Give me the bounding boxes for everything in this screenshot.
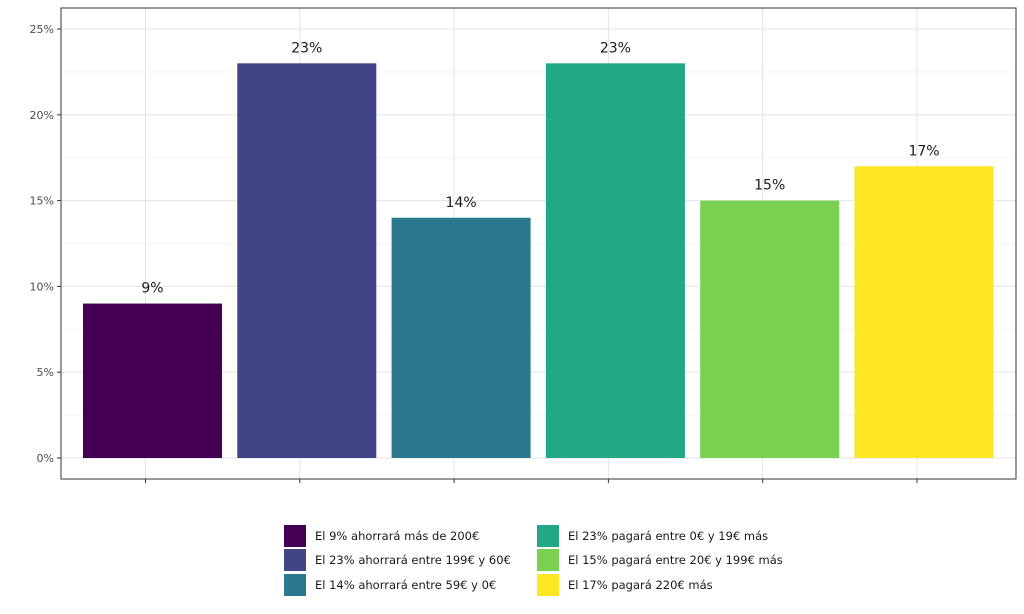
legend-key [537,549,559,571]
bar [545,63,685,458]
legend-key [537,525,559,547]
legend-key [284,574,306,596]
legend-label: El 17% pagará 220€ más [568,578,713,592]
legend-key [537,574,559,596]
legend-key [284,525,306,547]
bar [391,217,531,458]
data-labels: 9% 23% 14% 23% 15% 17% [141,40,939,296]
legend-label: El 9% ahorrará más de 200€ [315,529,479,543]
bars [83,63,994,458]
y-tick-label: 15% [30,195,54,208]
legend-label: El 15% pagará entre 20€ y 199€ más [568,553,783,567]
legend-label: El 23% ahorrará entre 199€ y 60€ [315,553,511,567]
bar-value-label: 17% [908,143,939,159]
bar [854,166,994,458]
legend-label: El 23% pagará entre 0€ y 19€ más [568,529,768,543]
plot-panel-border [60,7,1017,480]
y-axis: 0% 5% 10% 15% 20% 25% [30,23,918,483]
y-tick-label: 20% [30,109,54,122]
y-tick-label: 0% [37,452,54,465]
bar [237,63,377,458]
legend-label: El 14% ahorrará entre 59€ y 0€ [315,578,496,592]
bar [700,200,840,458]
bar-value-label: 23% [600,40,631,56]
y-tick-label: 25% [30,23,54,36]
bar-value-label: 9% [141,281,163,297]
y-tick-label: 5% [37,366,54,379]
bar [83,303,222,458]
legend: El 9% ahorrará más de 200€ El 23% ahorrar… [284,525,783,596]
y-tick-label: 10% [30,280,54,293]
bar-value-label: 14% [446,195,477,211]
bar-value-label: 23% [291,40,322,56]
bar-value-label: 15% [754,178,785,194]
legend-key [284,549,306,571]
